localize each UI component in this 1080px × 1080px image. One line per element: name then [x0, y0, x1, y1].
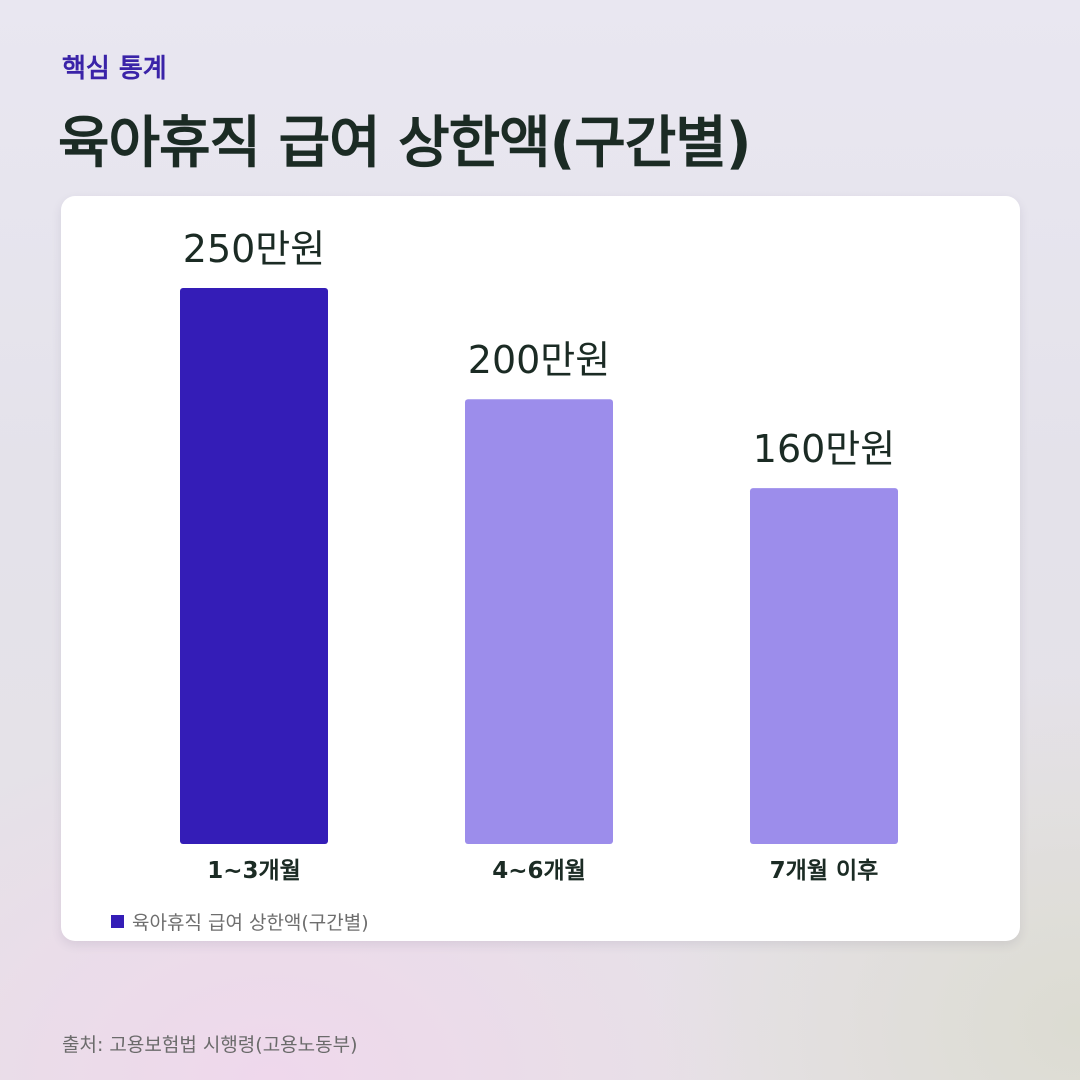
- bar-3: [750, 488, 898, 844]
- bar-1: [180, 288, 328, 844]
- bar-value-label: 250만원: [183, 227, 325, 271]
- bar-value-label: 160만원: [753, 427, 895, 471]
- section-kicker: 핵심 통계: [62, 54, 167, 84]
- legend-swatch: [111, 915, 124, 928]
- category-label: 4~6개월: [492, 858, 586, 884]
- page-title: 육아휴직 급여 상한액(구간별): [58, 111, 751, 176]
- legend-label: 육아휴직 급여 상한액(구간별): [132, 912, 369, 934]
- bar-2: [465, 399, 613, 844]
- source-note: 출처: 고용보험법 시행령(고용노동부): [62, 1034, 358, 1056]
- chart-legend: 육아휴직 급여 상한액(구간별): [111, 908, 369, 935]
- category-label: 7개월 이후: [770, 858, 879, 884]
- category-label: 1~3개월: [207, 858, 301, 884]
- chart-card: 250만원 1~3개월 200만원 4~6개월 160만원 7개월 이후 육아휴직 급여 …: [61, 196, 1020, 941]
- bar-value-label: 200만원: [468, 338, 610, 382]
- bar-chart: 250만원 1~3개월 200만원 4~6개월 160만원 7개월 이후: [180, 227, 898, 884]
